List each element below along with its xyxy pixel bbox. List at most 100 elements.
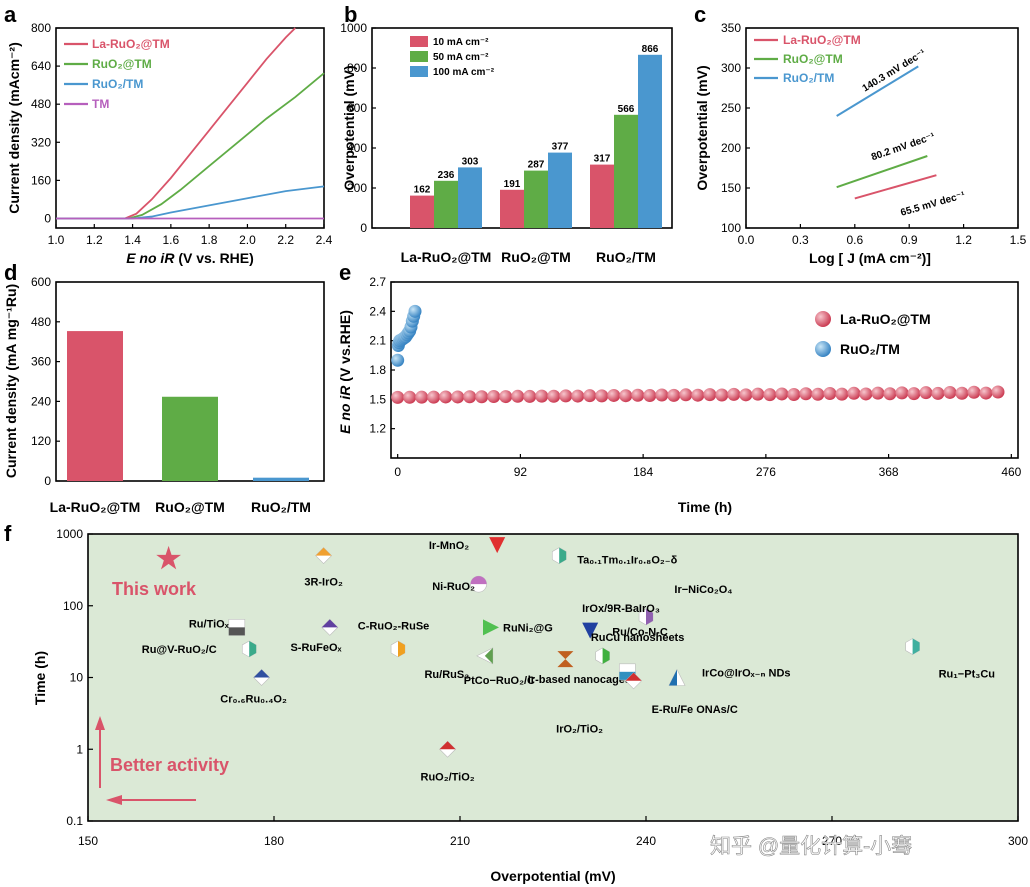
panel-c-ylabel: Overpotential (mV) [694,65,710,190]
f-point-label-4: Ni-RuO₂ [432,581,475,593]
b-bar-2-0 [590,164,614,228]
panel-f: 0.1 1 10 100 1000 150 180 210 240 270 300 3R-IrO₂ I… [32,527,1028,884]
e-la-point [691,388,705,402]
e-la-point [931,386,945,400]
c-fit-line-1 [836,155,928,189]
up-arrow-icon [95,716,105,730]
b-bar-value-2-1: 566 [618,104,635,115]
a-legend-label-3: TM [92,97,109,111]
e-la-point [463,390,477,404]
panel-e-ylabel-rest: (V vs.RHE) [337,310,353,385]
e-la-point [883,387,897,401]
panel-c-frame [745,27,1019,229]
f-point-label-6: Ru/TiOₓ [189,618,230,630]
c-ytick-label: 350 [721,21,741,35]
e-la-point [787,387,801,401]
c-xtick-label: 1.2 [955,233,972,247]
b-legend-swatch-1 [410,51,428,62]
f-marker-2 [489,537,506,554]
e-ytick-label: 1.8 [369,363,386,377]
e-la-point [655,388,669,402]
e-la-point [571,389,585,403]
b-bar-value-1-2: 377 [552,142,569,153]
e-ytick-label: 2.1 [369,334,386,348]
a-xtick-label: 1.2 [86,233,103,247]
b-legend-swatch-0 [410,36,428,47]
a-ytick-label: 0 [44,211,51,225]
e-la-point [643,389,657,403]
f-xtick-label: 300 [1008,834,1028,848]
e-la-point [919,386,933,400]
f-point-label-12: S-RuFeOₓ [290,642,342,654]
panel-label-b: b [344,2,357,27]
left-arrow-icon [106,795,122,805]
e-la-point [703,388,717,402]
f-point-label-7: C-RuO₂-RuSe [358,620,430,632]
e-la-point [619,389,633,403]
c-slope-label-1: 80.2 mV dec⁻¹ [870,131,937,163]
panel-c-xlabel: Log [ J (mA cm⁻²)] [809,250,931,266]
f-marker-6-half [228,627,245,636]
b-bar-0-2 [458,167,482,228]
better-activity-annotation: Better activity [110,755,229,775]
c-legend-label-0: La-RuO₂@TM [783,33,861,47]
e-la-point [823,387,837,401]
b-bar-2-1 [614,114,638,228]
panel-label-a: a [4,2,17,27]
f-marker-21-half [439,741,456,750]
e-la-point [847,386,861,400]
e-xtick-label: 276 [756,465,776,479]
e-la-point [547,389,561,403]
e-la-point [799,387,813,401]
e-xtick-label: 0 [394,465,401,479]
e-la-point [667,388,681,402]
d-bar-0 [67,331,123,481]
e-la-point [991,385,1005,399]
e-la-point [727,387,741,401]
d-ytick-label: 600 [31,275,51,289]
e-la-point [475,390,489,404]
e-la-point [415,390,429,404]
b-bar-1-1 [524,170,548,228]
e-la-point [499,390,513,404]
c-xtick-label: 0.9 [901,233,918,247]
f-marker-3-half [559,547,567,564]
f-point-label-17: Ru₁−Pt₃Cu [939,669,995,681]
f-point-label-13: RuCu nanosheets [591,632,685,644]
e-la-point [859,387,873,401]
f-xtick-label: 180 [264,834,284,848]
a-xtick-label: 2.0 [239,233,256,247]
e-legend-marker-1 [815,341,831,357]
e-ytick-label: 2.7 [369,275,386,289]
f-marker-5-half [646,608,653,625]
panel-e-xlabel: Time (h) [678,499,732,515]
c-xtick-label: 0.6 [846,233,863,247]
c-legend-label-2: RuO₂/TM [783,71,834,85]
e-la-point [583,389,597,403]
f-marker-20-half [625,672,642,681]
f-xtick-label: 270 [822,834,842,848]
f-marker-14-half [484,647,493,664]
f-point-label-11: Ru@V-RuO₂/C [142,644,217,656]
c-ytick-label: 200 [721,141,741,155]
e-la-point [439,390,453,404]
a-ytick-label: 320 [31,135,51,149]
d-ytick-label: 360 [31,355,51,369]
f-marker-4-half [470,576,487,585]
panel-f-background [88,534,1018,821]
b-ytick-label: 600 [347,101,367,115]
d-category-label-1: RuO₂@TM [155,499,225,515]
f-marker-11-half [249,640,257,657]
e-ytick-label: 1.5 [369,392,386,406]
f-marker-15 [557,651,574,668]
b-bar-1-2 [548,152,572,228]
e-la-point [871,386,885,400]
e-la-point [607,388,621,402]
b-ytick-label: 800 [347,61,367,75]
panel-a-xlabel-rest: (V vs. RHE) [174,250,253,266]
e-ruo2-point [408,304,422,318]
f-xtick-label: 210 [450,834,470,848]
c-ytick-label: 100 [721,221,741,235]
e-xtick-label: 92 [514,465,528,479]
f-ytick-label: 100 [63,599,83,613]
